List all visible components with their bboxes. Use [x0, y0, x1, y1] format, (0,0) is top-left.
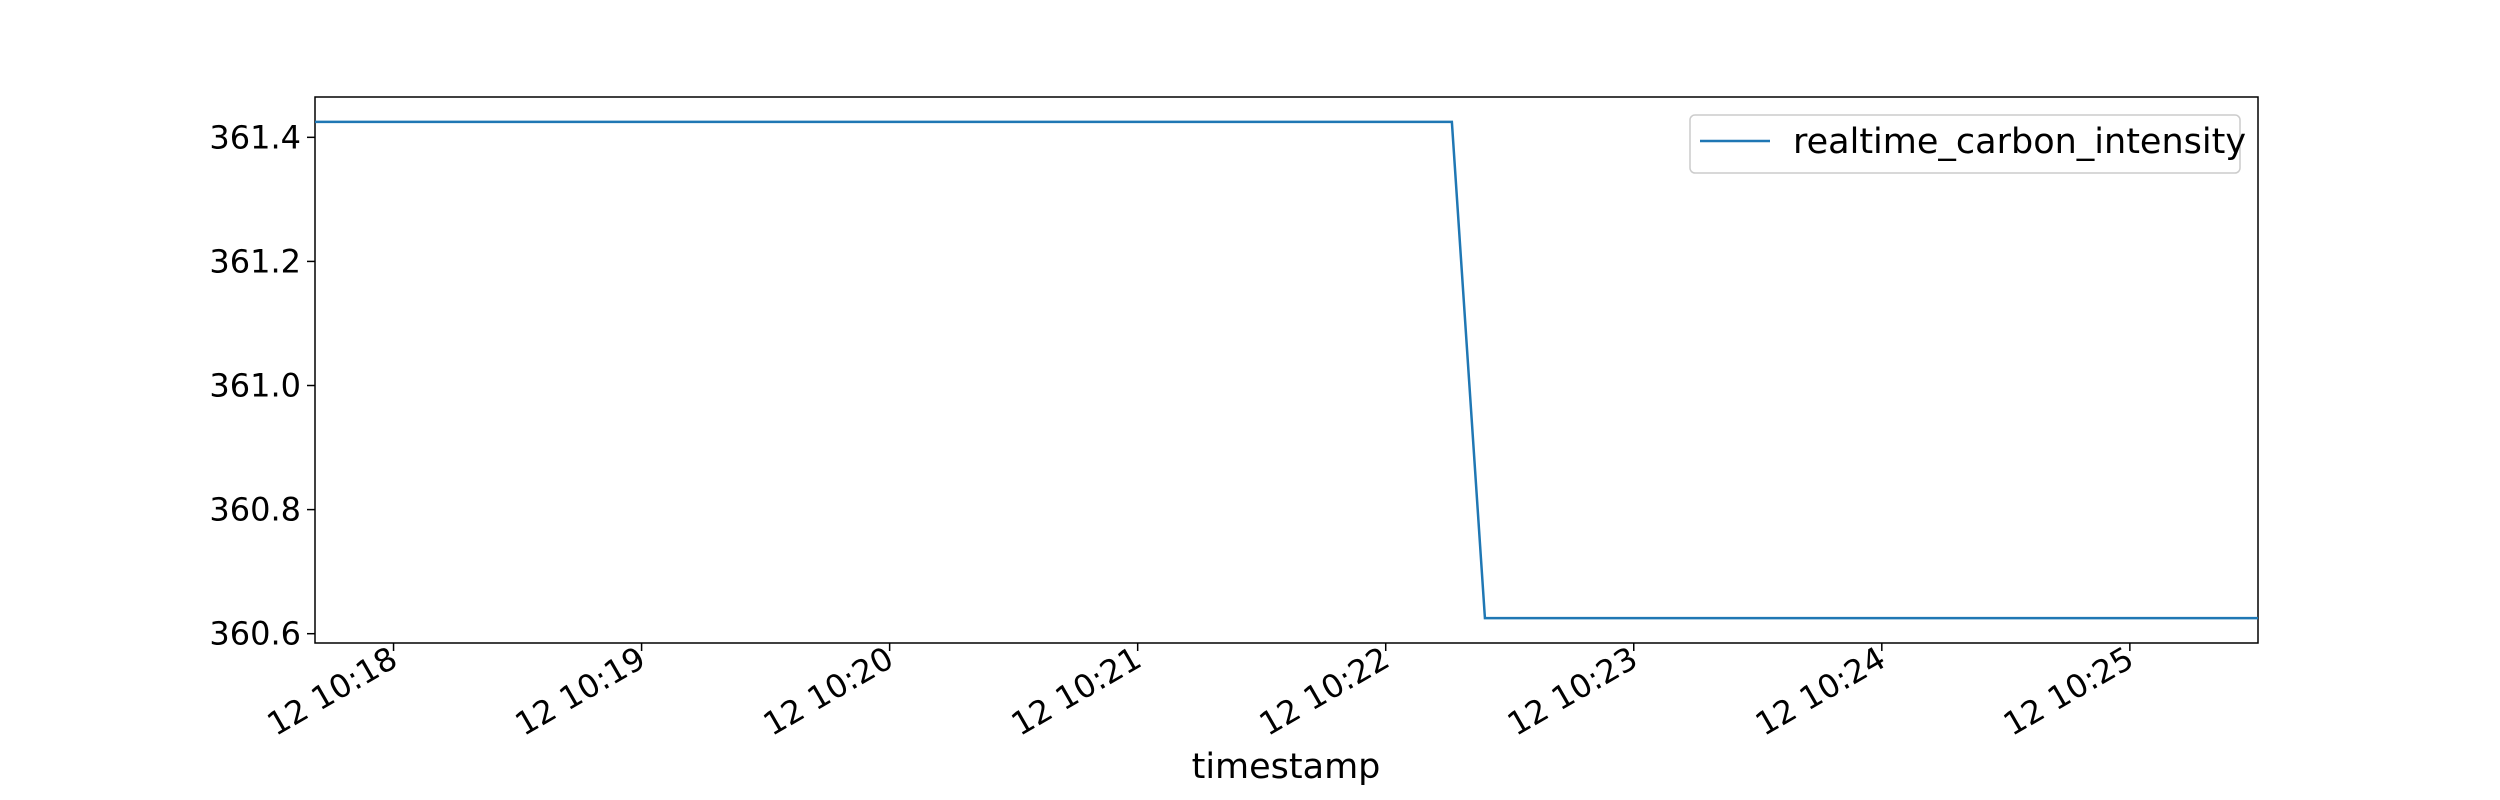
x-tick-label: 12 10:20: [757, 639, 900, 743]
x-tick-label: 12 10:19: [509, 639, 652, 743]
y-tick-label: 361.2: [209, 242, 301, 280]
legend-label: realtime_carbon_intensity: [1793, 122, 2246, 162]
y-tick-label: 361.0: [209, 367, 301, 405]
y-tick-label: 360.6: [209, 615, 301, 653]
plot-area: [314, 96, 2259, 644]
x-axis: 12 10:18 12 10:19 12 10:20 12 10:21 12 10:22…: [261, 639, 2140, 743]
legend: realtime_carbon_intensity: [1689, 114, 2246, 174]
x-tick-label: 12 10:18: [261, 639, 404, 743]
x-tick-label: 12 10:23: [1501, 639, 1644, 743]
x-tick-label: 12 10:24: [1749, 639, 1892, 743]
plot-frame: [314, 96, 2259, 644]
x-axis-label: timestamp: [1192, 747, 1381, 787]
legend-box: [1689, 114, 2241, 174]
x-tick-label: 12 10:22: [1253, 639, 1396, 743]
x-tick-label: 12 10:25: [1997, 639, 2140, 743]
series-layer: [315, 120, 2258, 620]
y-axis: 360.6 360.8 361.0 361.2 361.4: [209, 118, 315, 653]
x-tick-label: 12 10:21: [1005, 639, 1148, 743]
series-line-0: [315, 120, 2258, 620]
y-tick-label: 360.8: [209, 491, 301, 529]
y-tick-label: 361.4: [209, 118, 301, 156]
